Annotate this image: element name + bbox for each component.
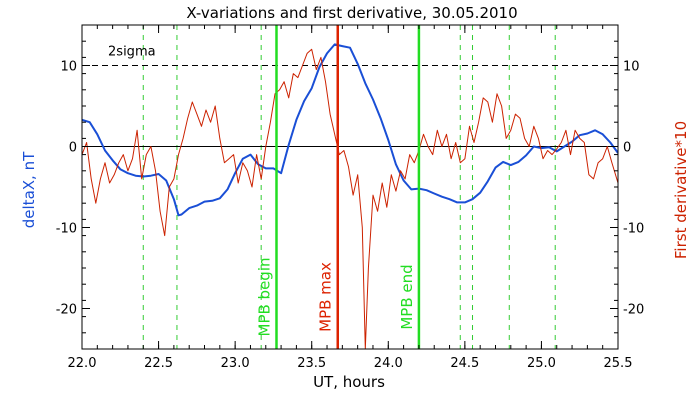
x-tick-label: 22.5 bbox=[144, 356, 173, 371]
marker-mpb-max-label: MPB max bbox=[317, 262, 335, 332]
y-tick-label-left: -10 bbox=[56, 222, 77, 237]
y-tick-label-right: -10 bbox=[623, 222, 644, 237]
x-axis-label: UT, hours bbox=[313, 373, 385, 391]
y-axis-right-label: First derivative*10 bbox=[672, 121, 690, 259]
y-tick-label-right: 10 bbox=[623, 60, 640, 75]
x-tick-label: 23.0 bbox=[221, 356, 250, 371]
x-tick-label: 25.0 bbox=[527, 356, 556, 371]
marker-mpb-end-label: MPB end bbox=[398, 264, 416, 329]
x-tick-label: 25.5 bbox=[604, 356, 633, 371]
y-axis-left-label: deltaX, nT bbox=[20, 151, 38, 228]
x-tick-label: 22.0 bbox=[68, 356, 97, 371]
x-tick-label: 23.5 bbox=[297, 356, 326, 371]
plot-area: 2sigma MPB begin MPB max MPB end 22.0 22.5 23.… bbox=[56, 24, 644, 371]
marker-mpb-begin-label: MPB begin bbox=[255, 258, 273, 337]
y-tick-label-left: 10 bbox=[60, 60, 77, 75]
y-tick-label-right: -20 bbox=[623, 303, 644, 318]
series-derivative-line bbox=[82, 48, 618, 349]
series-deltax-line bbox=[82, 43, 618, 217]
chart-title: X-variations and first derivative, 30.05… bbox=[186, 4, 517, 22]
plot-frame bbox=[81, 24, 619, 350]
x-tick-label: 24.0 bbox=[374, 356, 403, 371]
x-tick-label: 24.5 bbox=[450, 356, 479, 371]
y-tick-label-left: -20 bbox=[56, 303, 77, 318]
threshold-label: 2sigma bbox=[108, 45, 156, 60]
y-tick-label-right: 0 bbox=[623, 141, 631, 156]
y-tick-label-left: 0 bbox=[69, 141, 77, 156]
